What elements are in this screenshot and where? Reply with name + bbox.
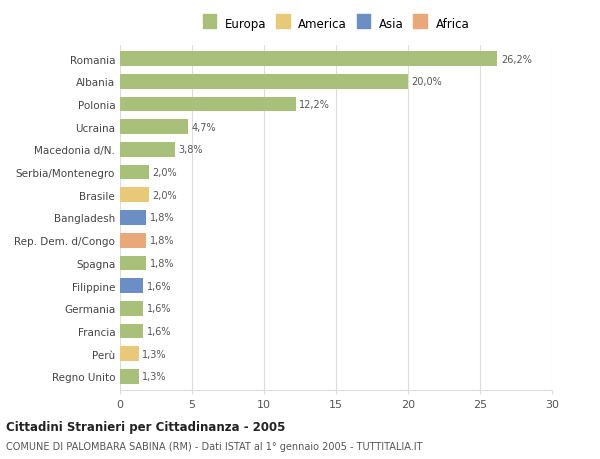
Bar xyxy=(120,211,146,225)
Text: 4,7%: 4,7% xyxy=(191,123,216,133)
Text: 1,6%: 1,6% xyxy=(146,326,171,336)
Text: 2,0%: 2,0% xyxy=(152,190,177,201)
Bar xyxy=(120,279,143,293)
Text: 2,0%: 2,0% xyxy=(152,168,177,178)
Bar xyxy=(120,347,139,361)
Bar xyxy=(120,369,139,384)
Bar xyxy=(120,120,188,135)
Bar xyxy=(120,143,175,157)
Text: 1,8%: 1,8% xyxy=(149,235,174,246)
Bar xyxy=(120,233,146,248)
Text: 1,8%: 1,8% xyxy=(149,258,174,269)
Bar xyxy=(120,301,143,316)
Bar xyxy=(120,324,143,339)
Text: COMUNE DI PALOMBARA SABINA (RM) - Dati ISTAT al 1° gennaio 2005 - TUTTITALIA.IT: COMUNE DI PALOMBARA SABINA (RM) - Dati I… xyxy=(6,441,422,451)
Bar xyxy=(120,188,149,203)
Bar xyxy=(120,52,497,67)
Text: 20,0%: 20,0% xyxy=(412,77,442,87)
Text: 3,8%: 3,8% xyxy=(178,145,203,155)
Text: 1,3%: 1,3% xyxy=(142,349,167,359)
Text: Cittadini Stranieri per Cittadinanza - 2005: Cittadini Stranieri per Cittadinanza - 2… xyxy=(6,420,286,433)
Text: 26,2%: 26,2% xyxy=(501,55,532,64)
Bar xyxy=(120,256,146,271)
Bar xyxy=(120,75,408,90)
Text: 1,6%: 1,6% xyxy=(146,281,171,291)
Bar xyxy=(120,97,296,112)
Text: 1,6%: 1,6% xyxy=(146,303,171,313)
Text: 12,2%: 12,2% xyxy=(299,100,330,110)
Text: 1,3%: 1,3% xyxy=(142,372,167,381)
Legend: Europa, America, Asia, Africa: Europa, America, Asia, Africa xyxy=(200,16,472,33)
Bar xyxy=(120,165,149,180)
Text: 1,8%: 1,8% xyxy=(149,213,174,223)
